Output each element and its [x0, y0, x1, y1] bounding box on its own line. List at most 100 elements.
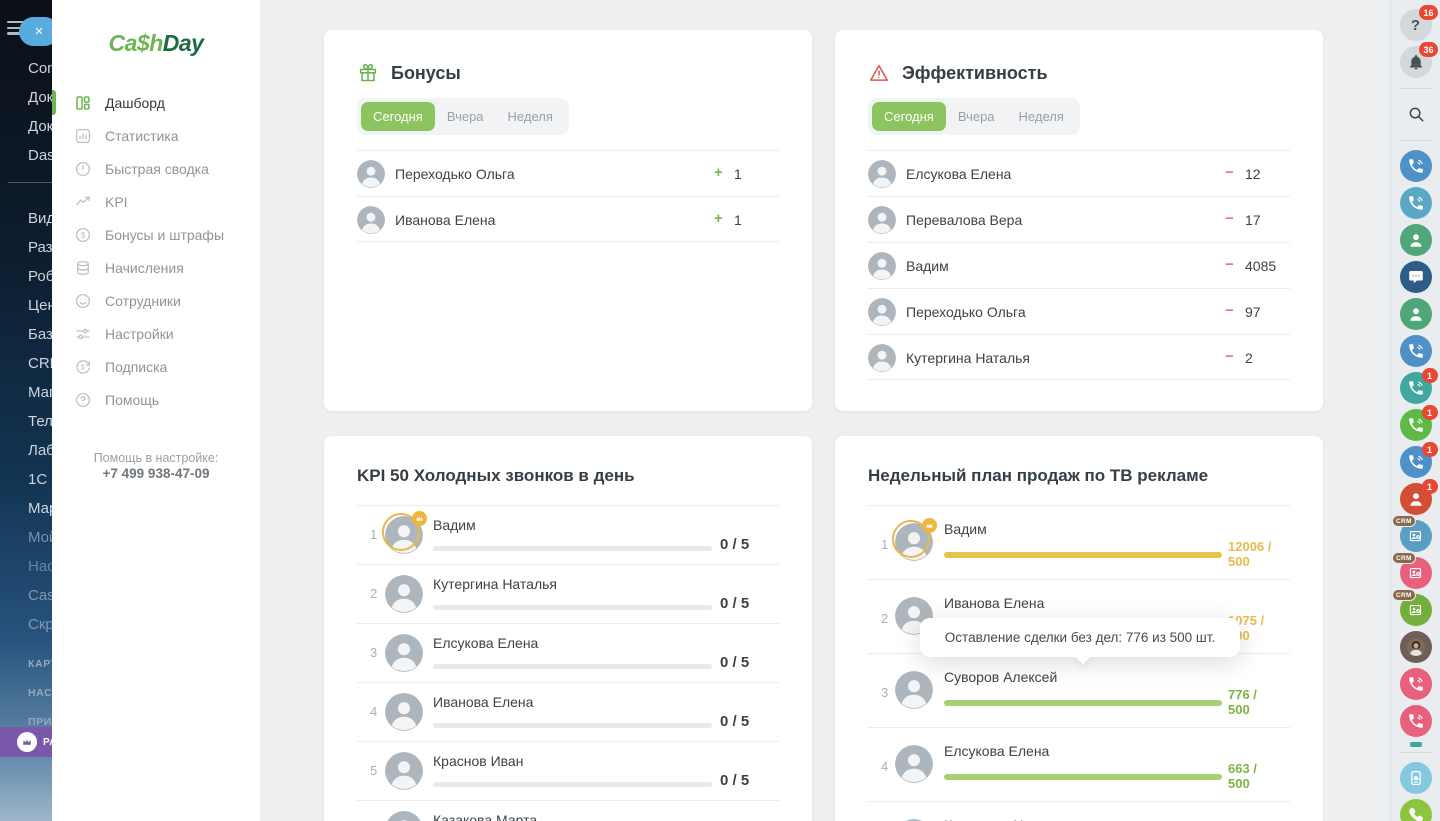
kpi-progress-value: 0 / 5 [720, 536, 750, 553]
background-menu-item: Мой [28, 529, 58, 546]
rail-item [1399, 261, 1432, 293]
penalty-value: 4085 [1245, 258, 1277, 274]
rail-item: CRM [1391, 515, 1432, 552]
nav-item-icon: $ [74, 358, 92, 376]
sidebar-nav-item[interactable]: Настройки [52, 317, 260, 350]
plan-row: 4 Елсукова Елена 663 /500 [868, 727, 1290, 801]
rail-divider [1400, 88, 1431, 89]
rail-item: 1 [1399, 479, 1438, 515]
leader-ring [892, 520, 930, 558]
penalty-value: 97 [1245, 304, 1261, 320]
rail-channel-icon[interactable] [1399, 799, 1432, 821]
kpi-progress-bar [433, 664, 712, 669]
bonuses-card-header: Бонусы [357, 62, 461, 84]
sidebar-nav-item[interactable]: Начисления [52, 251, 260, 284]
sidebar-nav-item[interactable]: $ Подписка [52, 350, 260, 383]
background-menu-item: Нас [28, 558, 55, 575]
rail-item [1399, 668, 1432, 700]
kpi-row: 5 Краснов Иван 0 / 5 [357, 741, 779, 800]
rail-channel-icon[interactable] [1399, 298, 1432, 330]
sidebar-nav-item[interactable]: KPI [52, 185, 260, 218]
sidebar-nav-item[interactable]: Статистика [52, 119, 260, 152]
rail-channel-icon[interactable]: 1 [1399, 442, 1438, 478]
kpi-progress-bar [433, 723, 712, 728]
nav-item-icon [74, 391, 92, 409]
rail-channel-icon[interactable]: 36 [1399, 42, 1438, 78]
rank-number: 3 [370, 645, 378, 660]
crm-tag: CRM [1391, 589, 1417, 601]
sidebar-nav-item[interactable]: Дашборд [52, 86, 260, 119]
penalty-value: 17 [1245, 212, 1261, 228]
nav-item-icon [74, 325, 92, 343]
rail-channel-icon[interactable]: 1 [1399, 405, 1438, 441]
svg-text:$: $ [81, 363, 85, 371]
sidebar-nav-item[interactable]: Быстрая сводка [52, 152, 260, 185]
rail-channel-icon[interactable] [1399, 224, 1432, 256]
employee-name: Переходько Ольга [395, 166, 515, 182]
nav-item-label: Начисления [105, 259, 184, 276]
plan-progress-bar [944, 552, 1222, 558]
rail-channel-icon[interactable] [1399, 261, 1432, 293]
sidebar-nav-item[interactable]: Сотрудники [52, 284, 260, 317]
upgrade-label: РА [43, 736, 58, 748]
rail-channel-icon[interactable]: CRM [1391, 552, 1432, 589]
nav-item-icon [74, 94, 92, 112]
minus-icon: − [1225, 348, 1234, 365]
penalty-value: 12 [1245, 166, 1261, 182]
period-tab[interactable]: Сегодня [361, 102, 435, 131]
rail-item: 1 [1399, 442, 1438, 478]
rail-channel-icon[interactable] [1399, 668, 1432, 700]
rail-channel-icon[interactable]: ? 16 [1399, 5, 1438, 41]
period-tab[interactable]: Неделя [1007, 102, 1076, 131]
rank-number: 2 [881, 611, 889, 626]
warning-icon [868, 62, 890, 84]
hamburger-menu-icon[interactable] [7, 21, 25, 38]
rail-channel-icon[interactable] [1399, 762, 1432, 794]
avatar [385, 575, 423, 613]
kpi-row: 2 Кутергина Наталья 0 / 5 [357, 564, 779, 623]
rail-channel-icon[interactable] [1399, 705, 1432, 737]
avatar [895, 745, 933, 783]
kpi-progress-bar [433, 605, 712, 610]
sidebar-nav-item[interactable]: Помощь [52, 383, 260, 416]
nav-item-label: Статистика [105, 127, 179, 144]
bonuses-tabs: Сегодня Вчера Неделя [357, 98, 569, 135]
sidebar-nav-item[interactable]: $ Бонусы и штрафы [52, 218, 260, 251]
nav-item-icon [74, 193, 92, 211]
bonus-row: Переходько Ольга + 1 [357, 150, 779, 196]
avatar [895, 671, 933, 709]
period-tab[interactable]: Сегодня [872, 102, 946, 131]
period-tab[interactable]: Вчера [435, 102, 496, 131]
weekly-plan-title: Недельный план продаж по ТВ рекламе [868, 466, 1209, 485]
kpi-progress-bar [433, 546, 712, 551]
avatar [868, 206, 896, 234]
rail-item [1400, 83, 1432, 130]
nav-item-icon [74, 160, 92, 178]
rail-channel-icon[interactable] [1399, 335, 1432, 367]
sidebar: Ca$hDay Дашборд Статистика Быстрая сводк… [52, 0, 260, 821]
rail-channel-icon[interactable] [1400, 98, 1432, 130]
rail-channel-icon[interactable] [1399, 150, 1432, 182]
rail-channel-icon[interactable] [1399, 187, 1432, 219]
upgrade-banner[interactable]: РА [0, 727, 58, 757]
employee-name: Елсукова Елена [433, 635, 539, 651]
employee-name: Суворов Алексей [944, 669, 1058, 685]
minus-icon: − [1225, 256, 1234, 273]
notification-badge: 1 [1421, 442, 1438, 457]
plan-progress-bar [944, 774, 1222, 780]
rank-number: 1 [881, 537, 889, 552]
nav-item-label: Быстрая сводка [105, 160, 209, 177]
rank-number: 1 [370, 527, 378, 542]
rail-channel-icon[interactable] [1399, 631, 1432, 663]
period-tab[interactable]: Неделя [496, 102, 565, 131]
rail-channel-icon[interactable]: 1 [1399, 479, 1438, 515]
nav-item-label: Подписка [105, 358, 168, 375]
leader-ring [382, 513, 420, 551]
rail-channel-icon[interactable]: 1 [1399, 368, 1438, 404]
rail-channel-icon[interactable]: CRM [1391, 515, 1432, 552]
bonus-value: 1 [734, 212, 742, 228]
crown-icon [17, 732, 37, 752]
rail-channel-icon[interactable]: CRM [1391, 589, 1432, 626]
efficiency-row: Елсукова Елена − 12 [868, 150, 1290, 196]
period-tab[interactable]: Вчера [946, 102, 1007, 131]
